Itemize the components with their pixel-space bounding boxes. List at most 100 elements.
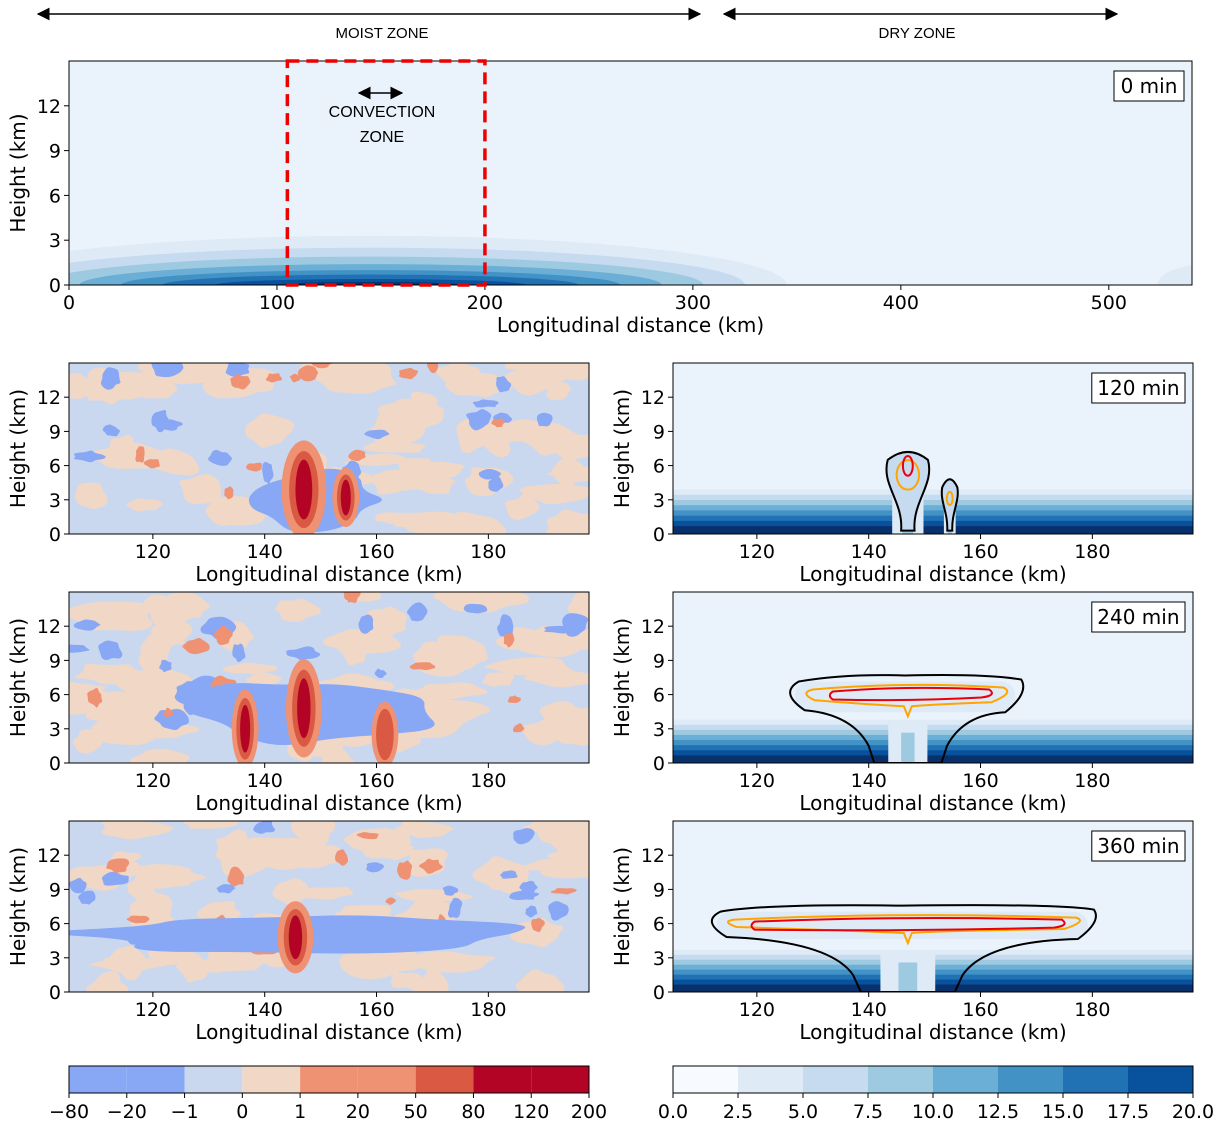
cloud-outline: [789, 674, 1025, 763]
y-axis-title: Height (km): [610, 618, 634, 737]
anomaly-weak-positive: [164, 592, 210, 622]
y-tick-label: 0: [49, 982, 61, 1004]
time-label: 240 min: [1097, 605, 1179, 629]
x-axis-title: Longitudinal distance (km): [799, 562, 1066, 586]
y-tick-label: 12: [37, 387, 61, 409]
anomaly-weak-positive: [245, 413, 295, 448]
y-axis-title: Height (km): [6, 618, 30, 737]
anomaly-positive: [246, 462, 262, 472]
x-tick-label: 140: [247, 999, 283, 1021]
anomaly-positive: [512, 723, 525, 733]
anomaly-weak-positive: [394, 821, 453, 838]
x-axis-title: Longitudinal distance (km): [195, 562, 462, 586]
y-tick-label: 3: [49, 719, 61, 741]
colorbar-tick-label: 10.0: [912, 1101, 954, 1121]
time-badge: 240 min: [1091, 601, 1186, 633]
anomaly-negative: [98, 640, 123, 661]
anomaly-positive: [335, 849, 349, 866]
anomaly-positive: [507, 695, 521, 703]
y-tick-label: 12: [37, 845, 61, 867]
anomaly-weak-positive: [412, 951, 496, 973]
moisture-layer: [673, 755, 1193, 763]
y-tick-label: 3: [49, 490, 61, 512]
y-tick-label: 9: [653, 650, 665, 672]
anomaly-positive: [503, 633, 515, 648]
y-axis-title: Height (km): [6, 847, 30, 966]
anomaly-positive: [385, 897, 396, 905]
colorbar-tick-label: 200: [571, 1101, 607, 1121]
panel-anom-120: 120 140 160 180 0 3 6 9 12 Longitudinal distance …: [6, 362, 590, 586]
y-axis-title: Height (km): [6, 113, 30, 232]
anomaly-negative: [101, 871, 129, 886]
anomaly-negative: [472, 399, 499, 408]
anomaly-negative: [151, 363, 184, 378]
anomaly-weak-positive: [515, 969, 565, 992]
anomaly-negative: [366, 862, 385, 873]
anomaly-positive: [348, 449, 366, 462]
colorbar-segment: [242, 1066, 301, 1093]
anomaly-positive: [214, 625, 233, 646]
anomaly-negative: [466, 409, 492, 431]
x-tick-label: 0: [63, 292, 75, 314]
x-tick-label: 180: [470, 541, 506, 563]
y-tick-label: 6: [49, 914, 61, 936]
x-tick-label: 140: [851, 770, 887, 792]
anomaly-negative: [499, 870, 518, 879]
colorbar-segment: [184, 1066, 243, 1093]
anomaly-weak-positive: [109, 435, 135, 470]
anomaly-positive: [289, 373, 301, 383]
colorbar-segment: [998, 1066, 1063, 1093]
y-tick-label: 6: [49, 456, 61, 478]
anomaly-negative: [159, 659, 172, 673]
anomaly-weak-positive: [504, 363, 589, 373]
y-axis-title: Height (km): [6, 389, 30, 508]
x-tick-label: 160: [962, 541, 998, 563]
x-tick-label: 120: [739, 770, 775, 792]
y-tick-label: 9: [49, 650, 61, 672]
colorbar-tick-label: −80: [49, 1101, 89, 1121]
orange-contour: [895, 459, 921, 491]
anomaly-weak-positive: [546, 509, 589, 534]
anomaly-weak-positive: [481, 430, 512, 458]
anomaly-positive: [163, 707, 174, 719]
anomaly-weak-positive: [182, 821, 239, 829]
y-tick-label: 9: [49, 421, 61, 443]
anomaly-positive: [182, 637, 210, 655]
anomaly-weak-positive: [551, 453, 585, 486]
anomaly-negative: [286, 646, 321, 660]
panel-moist-120: 120 140 160 180 0 3 6 9 12 Longitudinal distance …: [610, 362, 1194, 586]
x-tick-label: 180: [1074, 999, 1110, 1021]
anomaly-weak-positive: [543, 434, 589, 460]
panel-moist-240: 120 140 160 180 0 3 6 9 12 Longitudinal distance …: [610, 591, 1194, 815]
anomaly-negative: [73, 619, 101, 631]
x-tick-label: 120: [135, 999, 171, 1021]
anomaly-positive: [419, 858, 443, 874]
anomaly-positive: [224, 486, 234, 500]
red-contour: [901, 455, 914, 477]
x-tick-label: 400: [883, 292, 919, 314]
y-tick-label: 3: [49, 230, 61, 252]
anomaly-positive: [399, 367, 419, 380]
convection-label-line2: ZONE: [360, 129, 404, 146]
anomaly-negative: [496, 376, 512, 393]
y-tick-label: 6: [653, 914, 665, 936]
convection-label-line1: CONVECTION: [329, 104, 436, 121]
x-tick-label: 120: [739, 541, 775, 563]
colorbar-tick-label: 50: [404, 1101, 428, 1121]
x-tick-label: 160: [358, 999, 394, 1021]
anomaly-positive: [409, 662, 436, 671]
anomaly-negative: [562, 613, 589, 637]
anomaly-negative: [232, 643, 246, 663]
anomaly-weak-positive: [275, 598, 321, 622]
colorbar-segment: [357, 1066, 416, 1093]
x-axis-title: Longitudinal distance (km): [195, 791, 462, 815]
x-tick-label: 500: [1091, 292, 1127, 314]
anomaly-positive: [356, 832, 379, 840]
anomaly-weak-positive: [404, 513, 481, 534]
anomaly-weak-positive: [245, 672, 282, 686]
anomaly-negative: [463, 603, 488, 614]
x-axis-title: Longitudinal distance (km): [799, 791, 1066, 815]
y-tick-label: 0: [653, 982, 665, 1004]
anomaly-colorbar: −80 −20 −1 0 1 20 50 80 120 200: [49, 1065, 607, 1123]
